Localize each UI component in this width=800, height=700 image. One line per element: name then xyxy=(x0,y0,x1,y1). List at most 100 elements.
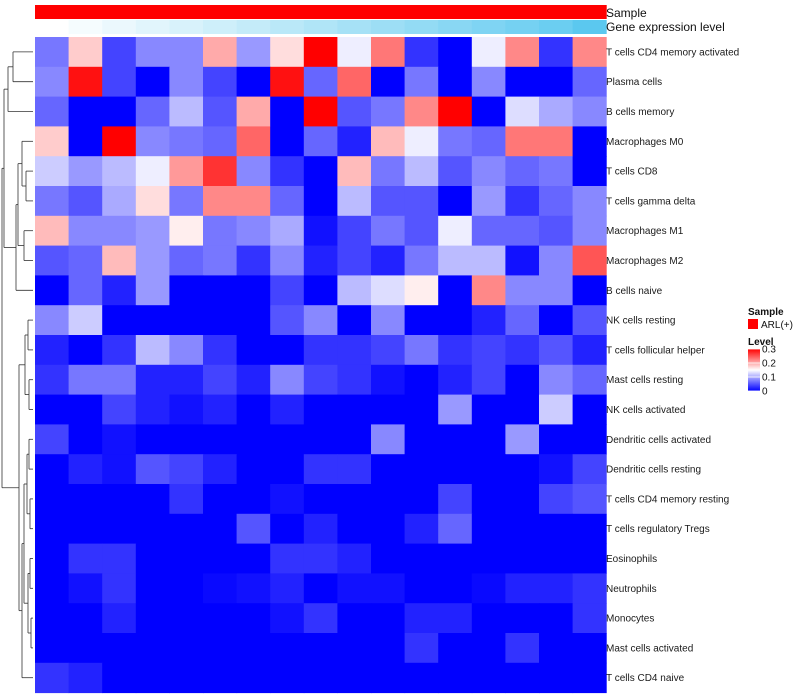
heatmap-cell xyxy=(169,96,204,127)
heatmap-cell xyxy=(303,424,338,455)
heatmap-cell xyxy=(505,96,540,127)
heatmap-cell xyxy=(68,275,103,306)
heatmap-cell xyxy=(303,66,338,98)
heatmap-cell xyxy=(539,573,574,604)
heatmap-cell xyxy=(438,513,473,545)
heatmap-cell xyxy=(203,245,238,276)
heatmap-cell xyxy=(203,335,238,366)
row-label: Macrophages M0 xyxy=(606,137,684,148)
heatmap-cell xyxy=(303,335,338,366)
heatmap-cell xyxy=(303,454,338,485)
heatmap-cell xyxy=(337,245,372,276)
heatmap-cell xyxy=(35,424,70,455)
heatmap-cell xyxy=(236,275,271,306)
heatmap-cell xyxy=(404,126,439,157)
heatmap-cell xyxy=(438,394,473,425)
heatmap-cell xyxy=(471,245,506,276)
heatmap-cell xyxy=(539,275,574,306)
sample-annotation-cell xyxy=(371,5,406,19)
heatmap-cell xyxy=(68,364,103,396)
gene-annotation-cell xyxy=(35,20,70,34)
heatmap-cell xyxy=(169,662,204,694)
heatmap-cell xyxy=(169,424,204,455)
heatmap-cell xyxy=(68,543,103,574)
heatmap-cell xyxy=(438,275,473,306)
heatmap-cell xyxy=(371,364,406,396)
heatmap-cell xyxy=(438,662,473,694)
heatmap-cell xyxy=(438,215,473,247)
heatmap-cell xyxy=(505,126,540,157)
heatmap-cell xyxy=(270,215,305,247)
heatmap-cell xyxy=(270,275,305,306)
heatmap-cell xyxy=(135,662,170,694)
heatmap-cell xyxy=(135,513,170,545)
heatmap-cell xyxy=(203,394,238,425)
heatmap-cell xyxy=(539,513,574,545)
heatmap-cell xyxy=(539,96,574,127)
heatmap-cell xyxy=(102,126,137,157)
heatmap-cell xyxy=(35,394,70,425)
heatmap-cell xyxy=(102,513,137,545)
heatmap-cell xyxy=(471,126,506,157)
heatmap-cell xyxy=(102,633,137,664)
heatmap-cell xyxy=(337,96,372,127)
sample-annotation-cell xyxy=(68,5,103,19)
heatmap-cell xyxy=(102,364,137,396)
heatmap-cell xyxy=(270,66,305,98)
heatmap-cell xyxy=(572,215,607,247)
heatmap-cell xyxy=(404,305,439,336)
heatmap-cell xyxy=(371,156,406,187)
heatmap-cell xyxy=(270,573,305,604)
heatmap-cell xyxy=(337,603,372,634)
gene-annotation-cell xyxy=(572,20,607,34)
row-label: Dendritic cells resting xyxy=(606,465,701,476)
sample-annotation-cell xyxy=(471,5,506,19)
heatmap-cell xyxy=(539,305,574,336)
heatmap-cell xyxy=(337,335,372,366)
heatmap-cell xyxy=(169,513,204,545)
heatmap-cell xyxy=(539,245,574,276)
heatmap-cell xyxy=(203,543,238,574)
heatmap-cell xyxy=(35,662,70,694)
heatmap-cell xyxy=(169,573,204,604)
heatmap-cell xyxy=(371,96,406,127)
heatmap-cell xyxy=(203,513,238,545)
heatmap-cell xyxy=(303,364,338,396)
legend-sample-swatch xyxy=(748,319,758,329)
heatmap-cell xyxy=(35,66,70,98)
heatmap-cell xyxy=(102,156,137,187)
heatmap-cell xyxy=(236,335,271,366)
gene-annotation-cell xyxy=(471,20,506,34)
heatmap-cell xyxy=(35,245,70,276)
heatmap-cell xyxy=(438,186,473,217)
heatmap-cell xyxy=(471,335,506,366)
heatmap-cell xyxy=(337,662,372,694)
heatmap-cell xyxy=(236,573,271,604)
heatmap-cell xyxy=(203,424,238,455)
heatmap-cell xyxy=(572,364,607,396)
heatmap-cell xyxy=(438,126,473,157)
heatmap-cell xyxy=(438,424,473,455)
heatmap-cell xyxy=(102,215,137,247)
heatmap-cell xyxy=(371,186,406,217)
heatmap-cell xyxy=(438,96,473,127)
heatmap-cell xyxy=(505,484,540,515)
row-dendrogram xyxy=(1,51,33,679)
heatmap-cell xyxy=(35,484,70,515)
heatmap-cell xyxy=(303,186,338,217)
heatmap-cell xyxy=(572,633,607,664)
heatmap-cell xyxy=(371,513,406,545)
heatmap-cell xyxy=(505,186,540,217)
heatmap-cell xyxy=(68,186,103,217)
heatmap-cell xyxy=(236,394,271,425)
heatmap-cell xyxy=(35,603,70,634)
heatmap-cell xyxy=(404,662,439,694)
heatmap-cell xyxy=(35,633,70,664)
heatmap-cell xyxy=(539,37,574,68)
heatmap-cell xyxy=(135,335,170,366)
heatmap-cell xyxy=(404,543,439,574)
sample-annotation-cell xyxy=(236,5,271,19)
sample-annotation-cell xyxy=(539,5,574,19)
heatmap-cell xyxy=(371,126,406,157)
heatmap-cell xyxy=(270,245,305,276)
